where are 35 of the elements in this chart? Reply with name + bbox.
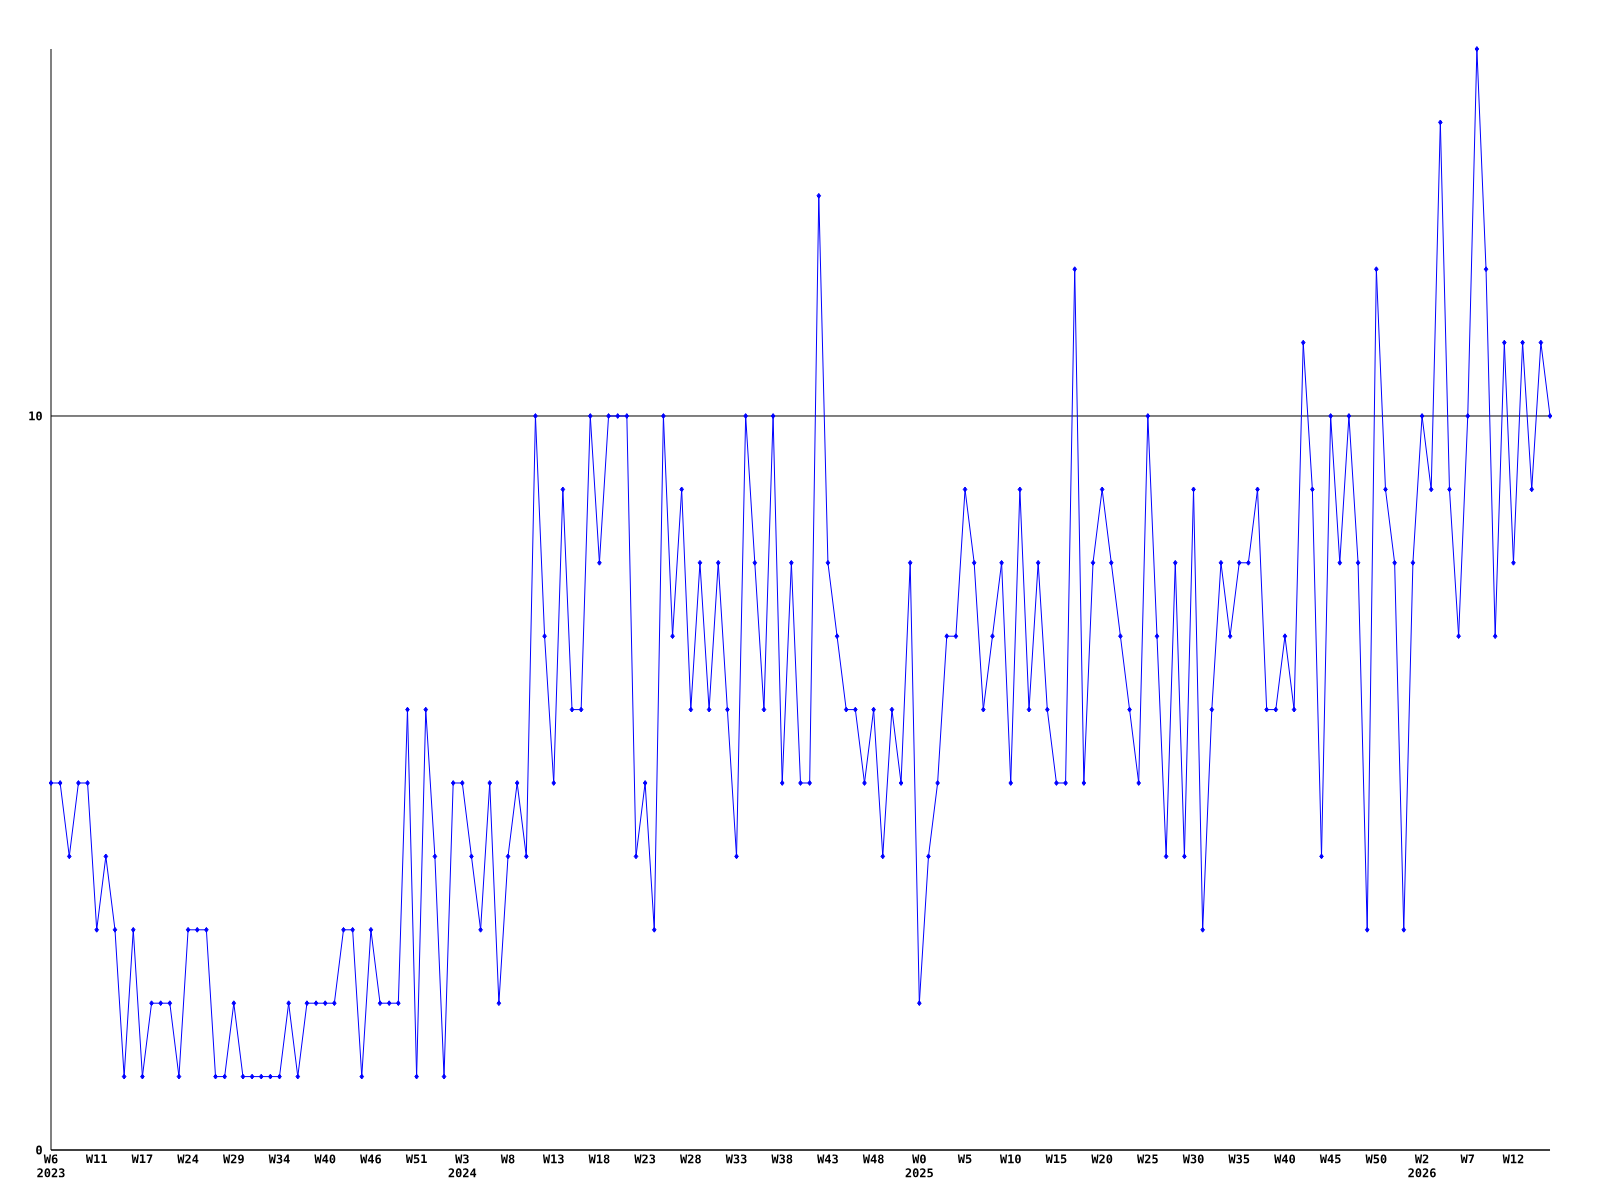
x-tick-label: W45: [1319, 1154, 1341, 1164]
x-tick-label: W5: [957, 1154, 972, 1164]
x-tick-label: W38: [771, 1154, 793, 1164]
y-tick-label: 0: [36, 1145, 42, 1155]
x-tick-label: W15: [1045, 1154, 1067, 1164]
x-tick-label: W12: [1502, 1154, 1524, 1164]
x-tick-label: W11: [85, 1154, 107, 1164]
y-tick-label: 10: [29, 411, 42, 421]
x-tick-label: W23: [634, 1154, 656, 1164]
x-tick-label: W51: [405, 1154, 427, 1164]
x-tick-label: W30: [1182, 1154, 1204, 1164]
x-tick-label: W3 2024: [448, 1154, 477, 1178]
x-tick-label: W40: [314, 1154, 336, 1164]
x-tick-label: W6 2023: [37, 1154, 65, 1178]
x-tick-label: W28: [680, 1154, 701, 1164]
x-tick-label: W34: [268, 1154, 290, 1164]
x-tick-label: W40: [1274, 1154, 1296, 1164]
x-tick-label: W7: [1460, 1154, 1475, 1164]
x-tick-label: W20: [1091, 1154, 1113, 1164]
x-tick-label: W43: [817, 1154, 838, 1164]
x-tick-label: W2 2026: [1408, 1154, 1436, 1178]
x-tick-label: W46: [360, 1154, 382, 1164]
x-tick-label: W35: [1228, 1154, 1250, 1164]
x-tick-label: W29: [223, 1154, 244, 1164]
x-tick-label: W24: [177, 1154, 199, 1164]
x-tick-label: W0 2025: [905, 1154, 933, 1178]
x-tick-label: W25: [1137, 1154, 1158, 1164]
x-tick-label: W17: [131, 1154, 153, 1164]
x-tick-label: W10: [999, 1154, 1021, 1164]
x-tick-label: W13: [542, 1154, 564, 1164]
x-tick-label: W33: [725, 1154, 747, 1164]
x-tick-label: W48: [862, 1154, 884, 1164]
x-tick-label: W8: [500, 1154, 515, 1164]
x-tick-label: W18: [588, 1154, 610, 1164]
x-tick-label: W50: [1365, 1154, 1387, 1164]
